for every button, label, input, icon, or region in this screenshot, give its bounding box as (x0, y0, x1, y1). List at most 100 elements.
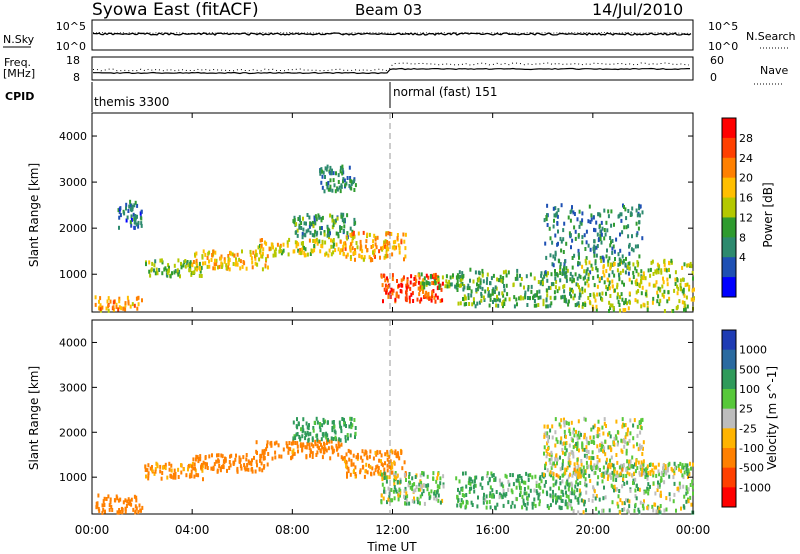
heatmap-cell (619, 498, 622, 503)
heatmap-cell (417, 286, 420, 291)
heatmap-cell (322, 432, 325, 437)
heatmap-cell (585, 269, 588, 274)
xtick-label: 12:00 (375, 523, 410, 537)
heatmap-cell (340, 212, 343, 217)
heatmap-cell (561, 466, 564, 471)
heatmap-cell (101, 305, 104, 310)
heatmap-cell (563, 262, 566, 267)
heatmap-cell (418, 501, 421, 506)
heatmap-cell (393, 246, 396, 251)
heatmap-cell (598, 292, 601, 297)
heatmap-cell (562, 237, 565, 242)
heatmap-cell (589, 220, 592, 224)
heatmap-cell (249, 252, 252, 257)
heatmap-cell (255, 252, 258, 257)
heatmap-cell (354, 472, 357, 476)
heatmap-cell (557, 241, 559, 246)
heatmap-cell (368, 255, 371, 260)
heatmap-cell (541, 280, 544, 285)
heatmap-cell (598, 432, 601, 437)
heatmap-cell (555, 496, 558, 500)
heatmap-cell (117, 498, 120, 503)
heatmap-cell (399, 490, 402, 495)
heatmap-cell (613, 436, 616, 441)
heatmap-cell (492, 300, 494, 304)
heatmap-cell (148, 260, 151, 265)
heatmap-cell (133, 303, 136, 308)
heatmap-cell (579, 275, 582, 280)
heatmap-cell (622, 259, 625, 263)
heatmap-cell (570, 436, 573, 441)
heatmap-cell (315, 453, 318, 457)
heatmap-cell (378, 249, 381, 254)
heatmap-cell (561, 490, 564, 494)
heatmap-cell (657, 294, 660, 299)
heatmap-cell (344, 243, 347, 248)
heatmap-cell (305, 455, 308, 460)
heatmap-cell (462, 297, 464, 301)
heatmap-cell (523, 491, 526, 496)
heatmap-cell (363, 452, 366, 457)
heatmap-cell (326, 224, 329, 229)
heatmap-cell (559, 506, 562, 511)
heatmap-cell (121, 507, 124, 512)
heatmap-cell (245, 453, 248, 457)
heatmap-cell (627, 224, 630, 229)
heatmap-cell (568, 482, 571, 487)
heatmap-cell (327, 446, 330, 451)
heatmap-cell (372, 244, 374, 248)
heatmap-cell (620, 438, 623, 443)
heatmap-cell (249, 249, 252, 254)
heatmap-cell (437, 277, 440, 282)
heatmap-cell (610, 448, 613, 453)
heatmap-cell (97, 507, 100, 511)
heatmap-cell (598, 427, 601, 432)
heatmap-cell (652, 283, 655, 288)
heatmap-cell (193, 270, 196, 275)
heatmap-cell (593, 239, 596, 244)
heatmap-cell (598, 458, 601, 463)
heatmap-cell (341, 167, 344, 172)
heatmap-cell (513, 504, 516, 509)
heatmap-cell (572, 454, 575, 459)
heatmap-cell (202, 460, 205, 465)
colorbar-tick-label: 24 (739, 152, 753, 165)
heatmap-cell (314, 214, 317, 219)
heatmap-cell (625, 225, 628, 230)
heatmap-cell (442, 484, 445, 489)
heatmap-cell (526, 303, 529, 307)
colorbar-tick-label: 1000 (739, 344, 767, 357)
heatmap-cell (556, 289, 559, 294)
heatmap-cell (332, 178, 335, 183)
heatmap-cell (286, 240, 289, 245)
heatmap-cell (324, 252, 327, 257)
heatmap-cell (239, 457, 242, 462)
heatmap-cell (600, 220, 603, 225)
x-axis-label: Time UT (366, 540, 417, 554)
heatmap-cell (586, 279, 589, 284)
heatmap-cell (505, 474, 508, 479)
heatmap-cell (550, 465, 553, 470)
heatmap-cell (512, 482, 515, 487)
heatmap-cell (388, 487, 391, 492)
heatmap-cell (627, 271, 630, 276)
heatmap-cell (471, 503, 474, 507)
heatmap-cell (567, 474, 570, 479)
heatmap-cell (327, 253, 330, 258)
heatmap-cell (405, 478, 407, 482)
heatmap-cell (195, 454, 198, 459)
heatmap-cell (588, 455, 591, 460)
heatmap-cell (396, 479, 399, 484)
heatmap-cell (560, 418, 563, 423)
heatmap-cell (503, 302, 506, 306)
heatmap-cell (351, 246, 354, 251)
heatmap-cell (663, 258, 666, 263)
heatmap-cell (374, 237, 377, 242)
heatmap-cell (346, 231, 349, 236)
heatmap-cell (129, 207, 132, 212)
heatmap-cell (390, 287, 393, 292)
heatmap-cell (375, 245, 378, 250)
heatmap-cell (214, 250, 217, 255)
heatmap-cell (617, 262, 620, 267)
heatmap-cell (415, 279, 418, 284)
